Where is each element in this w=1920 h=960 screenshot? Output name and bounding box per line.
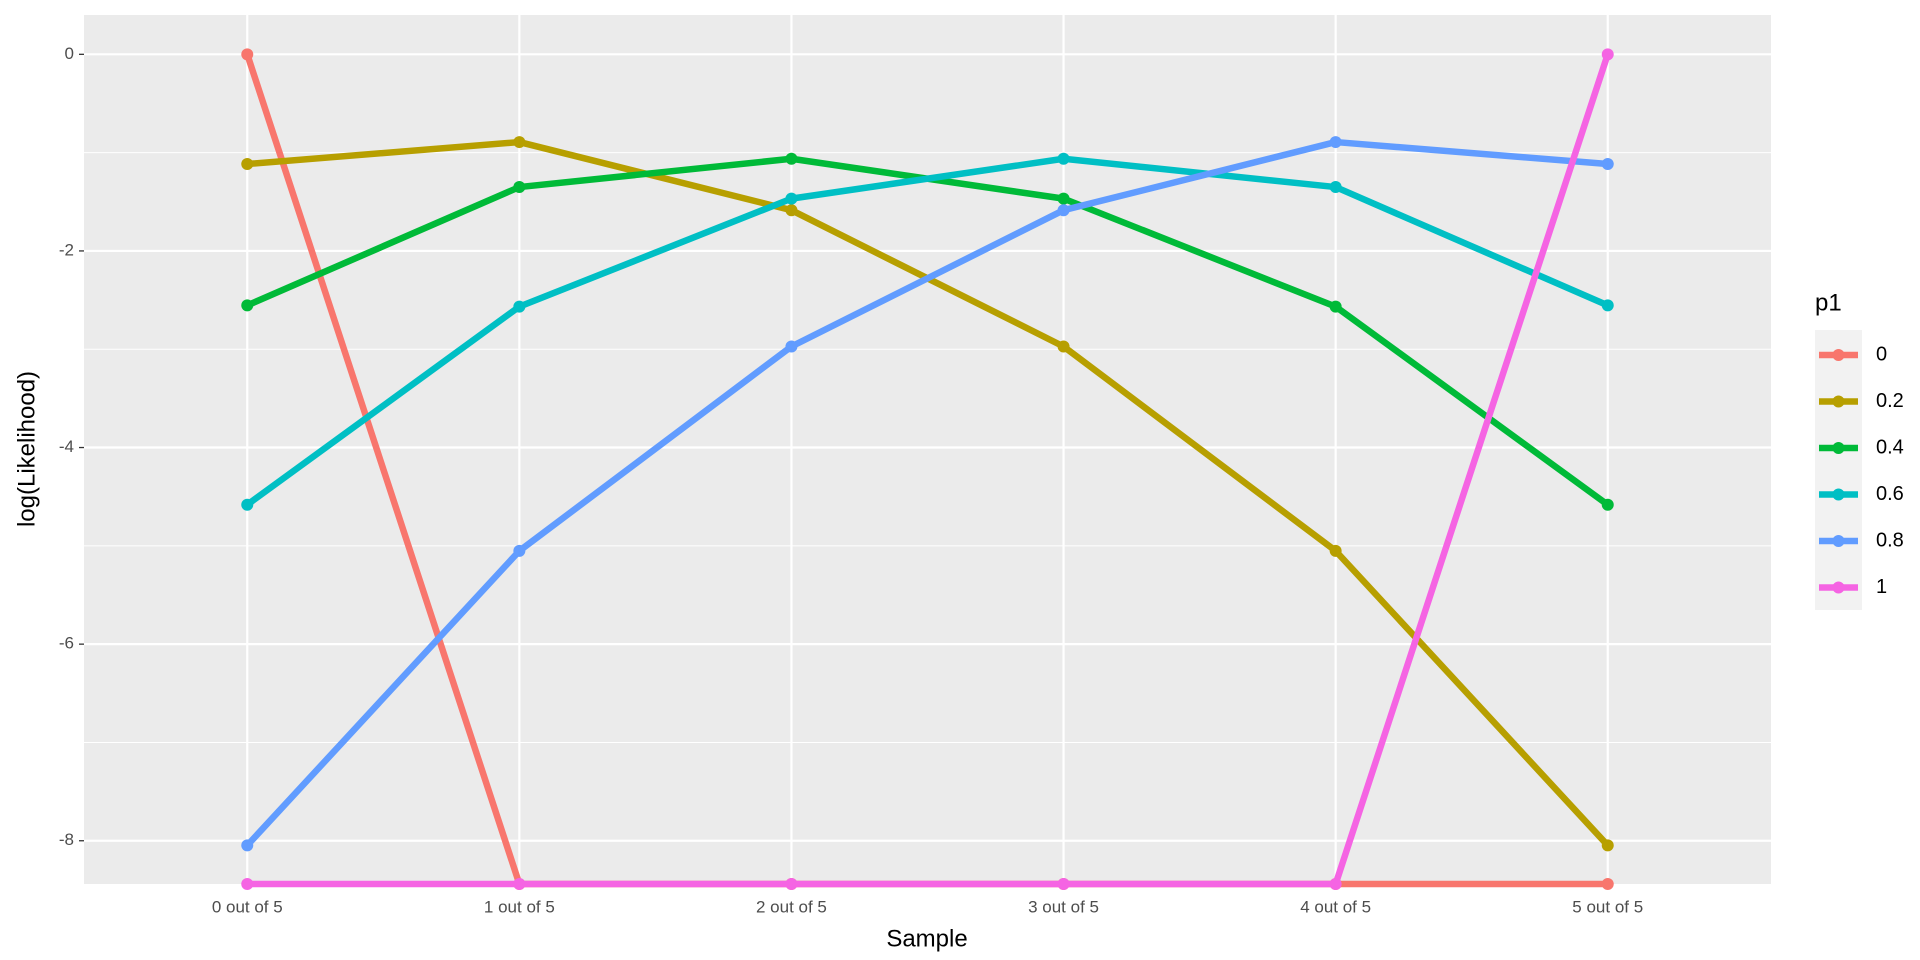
point bbox=[785, 340, 798, 353]
y-tick-label: -8 bbox=[59, 830, 74, 849]
point bbox=[241, 48, 254, 61]
legend-label: 1 bbox=[1876, 576, 1887, 598]
legend-key-point bbox=[1832, 349, 1845, 361]
legend-key-point bbox=[1832, 535, 1845, 547]
point bbox=[513, 136, 526, 149]
legend-key-point bbox=[1832, 395, 1845, 408]
y-tick-label: -4 bbox=[59, 437, 74, 456]
point bbox=[1329, 300, 1342, 313]
point bbox=[1329, 878, 1342, 890]
point bbox=[1329, 544, 1342, 557]
point bbox=[513, 544, 526, 557]
point bbox=[785, 192, 798, 205]
x-tick-label: 0 out of 5 bbox=[212, 897, 283, 916]
line bbox=[247, 53, 1611, 888]
point bbox=[785, 152, 798, 165]
point bbox=[513, 300, 526, 313]
point bbox=[1057, 878, 1070, 890]
point bbox=[241, 498, 254, 511]
x-axis-title: Sample bbox=[886, 925, 967, 952]
point bbox=[785, 204, 798, 217]
legend-key-point bbox=[1832, 488, 1845, 501]
point bbox=[785, 878, 798, 890]
point bbox=[241, 157, 254, 170]
x-tick-label: 2 out of 5 bbox=[756, 897, 827, 916]
legend-keys-bg bbox=[1815, 330, 1862, 610]
point bbox=[1601, 839, 1614, 852]
point bbox=[513, 181, 526, 194]
legend-key-point bbox=[1832, 581, 1845, 594]
line bbox=[244, 138, 1609, 848]
legend-label: 0.6 bbox=[1876, 483, 1904, 505]
point bbox=[1601, 498, 1614, 511]
x-tick-label: 3 out of 5 bbox=[1028, 897, 1099, 916]
legend-label: 0.4 bbox=[1876, 436, 1904, 458]
panel bbox=[84, 15, 1771, 884]
legend-label: 0.2 bbox=[1876, 390, 1904, 412]
point bbox=[241, 299, 254, 312]
x-tick-label: 4 out of 5 bbox=[1300, 897, 1371, 916]
point bbox=[1601, 878, 1614, 890]
point bbox=[1601, 48, 1614, 61]
point bbox=[513, 878, 526, 890]
point bbox=[1601, 299, 1614, 312]
point bbox=[1057, 340, 1070, 353]
legend-label: 0 bbox=[1876, 343, 1887, 365]
point bbox=[241, 839, 254, 852]
point bbox=[1601, 157, 1614, 170]
y-tick-label: -2 bbox=[59, 240, 74, 259]
y-axis-title: log(Likelihood) bbox=[13, 371, 40, 527]
point bbox=[1057, 192, 1070, 205]
legend-title: p1 bbox=[1815, 289, 1842, 316]
y-tick-label: 0 bbox=[65, 44, 74, 63]
point bbox=[241, 878, 254, 890]
point bbox=[1329, 181, 1342, 194]
point bbox=[1057, 152, 1070, 165]
line bbox=[245, 155, 1610, 508]
x-tick-label: 1 out of 5 bbox=[484, 897, 555, 916]
point bbox=[1329, 136, 1342, 149]
legend-label: 0.8 bbox=[1876, 529, 1904, 551]
point bbox=[1057, 204, 1070, 217]
y-tick-label: -6 bbox=[59, 634, 74, 653]
x-tick-label: 5 out of 5 bbox=[1572, 897, 1643, 916]
legend-key-point bbox=[1832, 442, 1845, 454]
